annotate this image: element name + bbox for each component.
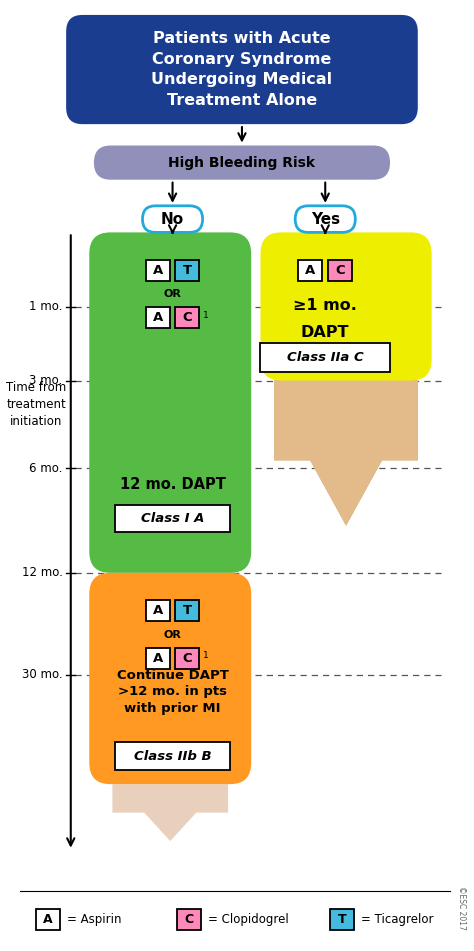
Text: Time from
treatment
initiation: Time from treatment initiation	[6, 380, 66, 428]
Text: A: A	[153, 604, 163, 617]
Polygon shape	[274, 380, 418, 525]
Text: = Aspirin: = Aspirin	[67, 913, 121, 926]
Text: Patients with Acute
Coronary Syndrome
Undergoing Medical
Treatment Alone: Patients with Acute Coronary Syndrome Un…	[151, 31, 333, 107]
FancyBboxPatch shape	[115, 743, 230, 770]
Text: T: T	[337, 913, 346, 926]
Text: Class IIb B: Class IIb B	[134, 749, 211, 763]
Polygon shape	[274, 380, 418, 525]
Polygon shape	[274, 380, 418, 525]
FancyBboxPatch shape	[261, 342, 390, 372]
Polygon shape	[274, 380, 418, 525]
Polygon shape	[274, 380, 418, 525]
Polygon shape	[274, 380, 418, 525]
Text: DAPT: DAPT	[301, 324, 349, 340]
Polygon shape	[274, 380, 418, 525]
FancyBboxPatch shape	[115, 505, 230, 533]
Text: Continue DAPT
>12 mo. in pts
with prior MI: Continue DAPT >12 mo. in pts with prior …	[117, 669, 228, 714]
Text: C: C	[182, 651, 192, 665]
FancyBboxPatch shape	[175, 600, 200, 621]
Text: Class I A: Class I A	[141, 513, 204, 525]
Polygon shape	[274, 380, 418, 525]
FancyBboxPatch shape	[89, 232, 251, 573]
FancyBboxPatch shape	[177, 909, 201, 930]
Polygon shape	[274, 380, 418, 525]
FancyBboxPatch shape	[146, 307, 170, 328]
Text: Class IIa C: Class IIa C	[287, 351, 364, 364]
Text: C: C	[182, 311, 192, 324]
Text: OR: OR	[164, 289, 182, 300]
FancyBboxPatch shape	[143, 205, 202, 232]
Text: A: A	[153, 311, 163, 324]
FancyBboxPatch shape	[175, 260, 200, 281]
Text: C: C	[335, 263, 345, 277]
Text: C: C	[185, 913, 194, 926]
Text: A: A	[153, 651, 163, 665]
Polygon shape	[274, 380, 418, 525]
Text: ©ESC 2017: ©ESC 2017	[457, 885, 466, 929]
FancyBboxPatch shape	[328, 260, 352, 281]
FancyBboxPatch shape	[175, 648, 200, 669]
Text: 3 mo.: 3 mo.	[29, 374, 63, 387]
FancyBboxPatch shape	[66, 15, 418, 125]
Text: = Clopidogrel: = Clopidogrel	[208, 913, 289, 926]
Text: 1: 1	[202, 651, 209, 660]
Text: = Ticagrelor: = Ticagrelor	[361, 913, 433, 926]
Text: A: A	[43, 913, 53, 926]
FancyBboxPatch shape	[330, 909, 354, 930]
Text: ≥1 mo.: ≥1 mo.	[293, 299, 357, 314]
FancyBboxPatch shape	[295, 205, 356, 232]
FancyBboxPatch shape	[36, 909, 60, 930]
FancyBboxPatch shape	[146, 260, 170, 281]
Text: A: A	[153, 263, 163, 277]
Polygon shape	[274, 380, 418, 525]
FancyBboxPatch shape	[146, 600, 170, 621]
Polygon shape	[274, 380, 418, 525]
Text: T: T	[183, 263, 192, 277]
FancyBboxPatch shape	[299, 260, 322, 281]
Polygon shape	[274, 380, 418, 525]
FancyBboxPatch shape	[261, 232, 432, 380]
Text: OR: OR	[164, 630, 182, 640]
Text: 6 mo.: 6 mo.	[29, 462, 63, 475]
FancyBboxPatch shape	[94, 146, 390, 180]
Text: 1 mo.: 1 mo.	[29, 301, 63, 314]
Text: A: A	[305, 263, 316, 277]
Text: T: T	[183, 604, 192, 617]
FancyBboxPatch shape	[146, 648, 170, 669]
Text: Yes: Yes	[310, 212, 340, 226]
Text: 1: 1	[202, 311, 209, 320]
Text: 12 mo. DAPT: 12 mo. DAPT	[119, 477, 226, 493]
Polygon shape	[274, 380, 418, 525]
Text: 30 mo.: 30 mo.	[22, 669, 63, 682]
FancyBboxPatch shape	[175, 307, 200, 328]
Polygon shape	[274, 380, 418, 525]
Text: 12 mo.: 12 mo.	[21, 567, 63, 579]
FancyBboxPatch shape	[89, 573, 251, 785]
Text: High Bleeding Risk: High Bleeding Risk	[168, 156, 316, 169]
Polygon shape	[112, 785, 228, 841]
Text: No: No	[161, 212, 184, 226]
